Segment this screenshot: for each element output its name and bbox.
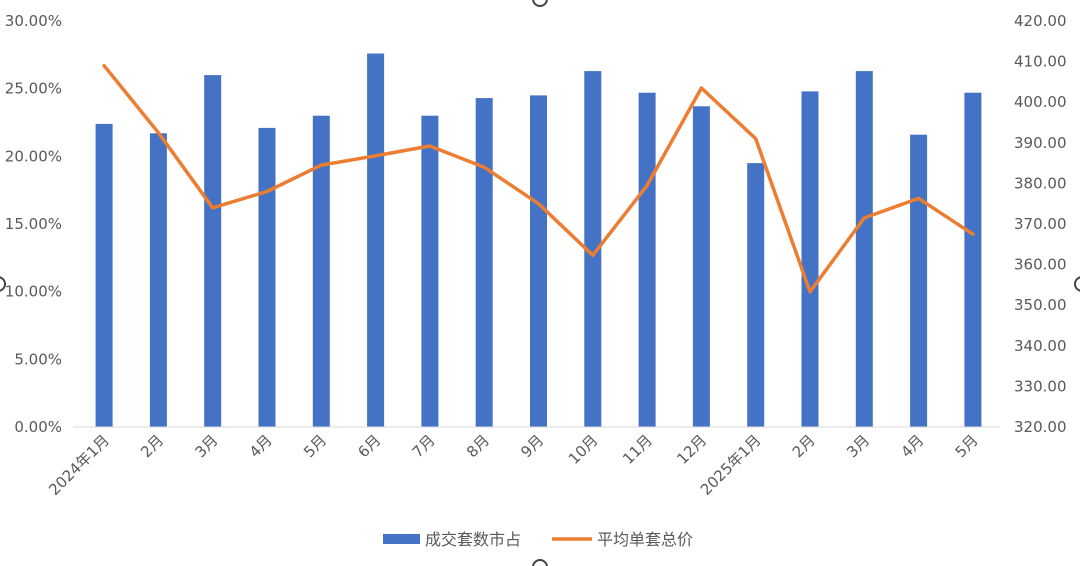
x-axis-tick-label: 2月 — [137, 431, 167, 461]
legend-label-bar: 成交套数市占 — [425, 530, 521, 549]
resize-handle[interactable] — [1074, 276, 1080, 292]
bar — [258, 127, 276, 428]
x-axis-tick-label: 4月 — [246, 431, 276, 461]
bar — [801, 91, 819, 428]
bar — [367, 53, 385, 427]
bar — [312, 115, 330, 427]
bar — [747, 163, 765, 427]
x-axis-tick-label: 8月 — [463, 431, 493, 461]
x-axis-tick-label: 3月 — [191, 431, 221, 461]
legend-swatch-bar — [383, 534, 420, 544]
bar — [910, 134, 928, 427]
right-axis-tick-label: 370.00 — [1014, 215, 1067, 233]
left-axis-tick-label: 5.00% — [14, 350, 62, 368]
right-axis-tick-label: 350.00 — [1014, 296, 1067, 314]
left-axis-tick-label: 15.00% — [5, 215, 62, 233]
right-axis-tick-label: 420.00 — [1014, 12, 1067, 30]
right-axis-tick-label: 410.00 — [1014, 53, 1067, 71]
resize-handle[interactable] — [532, 559, 548, 566]
right-axis-ticks: 320.00 330.00 340.00 350.00 360.00 370.00 380.… — [1014, 12, 1067, 436]
bar — [530, 95, 547, 428]
right-axis-tick-label: 390.00 — [1014, 134, 1067, 152]
x-axis-tick-label: 2024年1月 — [45, 431, 113, 499]
bar — [964, 92, 982, 427]
x-axis-tick-label: 5月 — [300, 431, 330, 461]
right-axis-tick-label: 320.00 — [1014, 418, 1067, 436]
bar — [475, 98, 493, 427]
left-axis-tick-label: 25.00% — [5, 80, 62, 98]
right-axis-tick-label: 360.00 — [1014, 256, 1067, 274]
bar — [95, 123, 113, 428]
bar — [855, 71, 873, 427]
x-axis-tick-label: 4月 — [897, 431, 927, 461]
left-axis-tick-label: 30.00% — [5, 12, 62, 30]
x-axis-tick-label: 10月 — [565, 431, 602, 468]
bar — [692, 106, 710, 428]
right-axis-tick-label: 400.00 — [1014, 93, 1067, 111]
line-series — [102, 63, 975, 294]
left-axis-tick-label: 0.00% — [14, 418, 62, 436]
right-axis-tick-label: 380.00 — [1014, 174, 1067, 192]
bar — [149, 133, 167, 428]
x-axis-tick-label: 6月 — [354, 431, 384, 461]
left-axis-ticks: 0.00% 5.00% 10.00% 15.00% 20.00% 25.00% 30.00% — [5, 12, 62, 436]
x-axis-tick-label: 3月 — [843, 431, 873, 461]
left-axis-tick-label: 20.00% — [5, 147, 62, 165]
x-axis-tick-label: 2月 — [789, 431, 819, 461]
resize-handle[interactable] — [532, 0, 548, 7]
x-axis-tick-label: 9月 — [517, 431, 547, 461]
bar — [421, 115, 439, 427]
bar — [204, 75, 222, 427]
x-axis-tick-label: 7月 — [409, 431, 439, 461]
legend: 成交套数市占 平均单套总价 — [383, 530, 693, 549]
legend-label-line: 平均单套总价 — [597, 530, 693, 549]
bar — [584, 71, 602, 427]
resize-handle[interactable] — [0, 276, 6, 292]
x-axis-tick-label: 12月 — [673, 431, 710, 468]
x-axis-tick-label: 5月 — [952, 431, 982, 461]
left-axis-tick-label: 10.00% — [5, 283, 62, 301]
right-axis-tick-label: 330.00 — [1014, 377, 1067, 395]
right-axis-tick-label: 340.00 — [1014, 337, 1067, 355]
bar — [638, 92, 656, 427]
x-axis-tick-label: 11月 — [619, 431, 656, 468]
